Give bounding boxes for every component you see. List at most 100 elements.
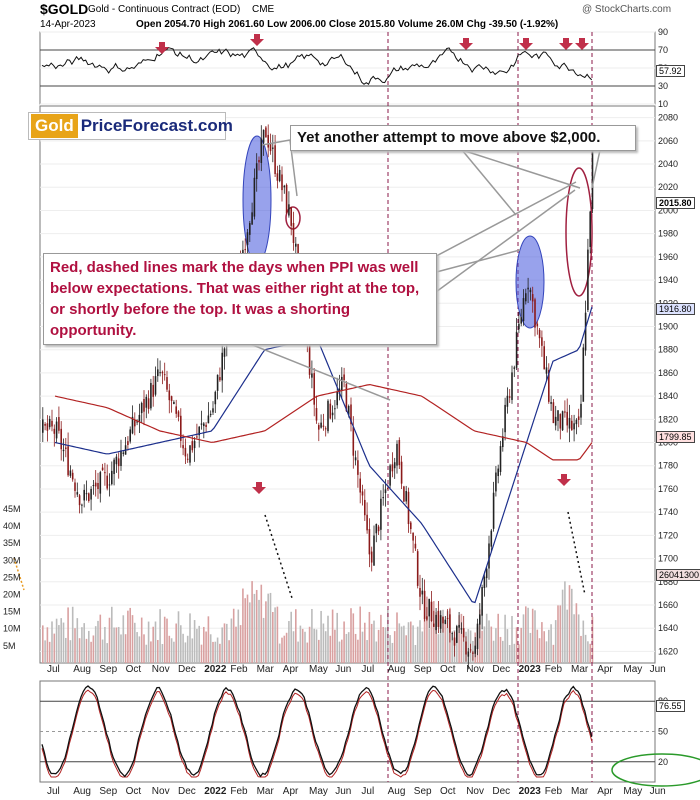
volume-bar [44,640,46,663]
volume-bar [147,621,150,663]
volume-bar [306,642,309,663]
volume-tick-label: 10M [3,624,21,634]
volume-bar [580,635,582,663]
volume-bar [140,617,143,663]
price-candle-body [138,414,141,423]
volume-bar [373,620,375,663]
volume-bar [269,592,272,663]
volume-bar [571,588,573,663]
volume-bar [101,639,104,663]
x-tick-label: Apr [597,786,613,797]
volume-bar [200,644,203,663]
price-candle-body [65,447,67,449]
volume-bar [435,612,437,663]
price-candle-body [389,465,391,486]
price-candle-body [403,486,405,502]
price-tick-label: 1720 [658,530,678,540]
x-tick-label: Sep [414,664,432,675]
x-tick-label: Apr [597,664,613,675]
volume-bar [364,622,366,663]
volume-bar [129,607,131,663]
callout-line [424,181,577,263]
volume-bar [232,608,235,663]
price-candle-body [60,428,62,450]
price-candle-body [329,403,332,419]
volume-bar [168,635,171,663]
price-candle-body [531,294,534,302]
volume-tick-label: 40M [3,521,21,531]
price-candle-body [554,416,557,426]
highlight-blue-ellipse [515,235,545,329]
volume-bar [308,626,311,663]
volume-bar [184,642,187,663]
price-candle-body [189,445,191,463]
ppi-dashed-lines [387,32,593,782]
price-candle-body [209,413,212,416]
volume-bar [90,641,92,663]
price-candle-body [99,472,102,494]
price-candle-body [343,374,345,381]
price-candle-body [255,163,258,180]
price-candle-body [423,590,426,619]
price-candle-body [476,623,479,650]
volume-bar [554,620,557,663]
price-candle-body [354,457,357,461]
price-tick-label: 2080 [658,113,678,123]
site-logo: Gold PriceForecast.com [28,112,233,140]
volume-bar [244,598,246,663]
volume-bar [226,623,228,663]
x-tick-label: Mar [257,664,275,675]
price-candle-body [253,177,256,217]
volume-bar [561,589,564,663]
price-candle-body [571,420,573,431]
price-candle-body [364,499,366,516]
price-candle-body [288,204,290,216]
price-candle-body [465,641,467,655]
stoch-value-tag: 76.55 [656,700,685,712]
price-candle-body [520,317,522,324]
volume-bar [111,606,113,663]
volume-bar [186,635,189,663]
price-candle-body [94,482,97,487]
volume-bar [492,640,495,663]
price-candle-body [373,535,375,566]
price-candle-body [506,395,509,407]
volume-bar [145,644,148,663]
volume-bar [495,628,497,663]
volume-tick-label: 45M [3,504,21,514]
volume-bar [62,622,65,663]
volume-bar [120,634,122,663]
volume-bar [299,625,302,663]
x-tick-label: Dec [178,664,196,675]
volume-bar [423,617,426,663]
price-candle-body [182,445,184,449]
volume-bar [88,630,90,663]
volume-bar [430,601,433,663]
volume-bar [497,613,499,663]
volume-bar [258,599,260,663]
volume-bar [393,631,396,663]
volume-bar [104,626,106,663]
price-candle-body [76,492,79,495]
price-candle-body [129,429,131,442]
price-candle-body [584,312,587,351]
volume-bar [260,584,263,663]
red-arrow-marker [155,42,169,54]
x-tick-label: Apr [283,786,299,797]
volume-bar [81,627,83,663]
volume-bar [513,643,516,663]
price-candle-body [152,384,154,397]
volume-bar [584,634,587,663]
volume-bar [69,640,72,663]
volume-bar [283,635,286,663]
close-price-tag: 2015.80 [656,197,695,209]
red-arrow-marker [252,482,266,494]
x-tick-label: 2022 [204,664,227,675]
price-candle-body [147,398,150,409]
price-candle-body [368,529,371,555]
x-tick-label: Feb [545,664,563,675]
logo-gold: Gold [31,114,78,138]
grid-lines [40,31,655,763]
price-candle-body [214,391,217,405]
volume-bar [65,637,67,663]
